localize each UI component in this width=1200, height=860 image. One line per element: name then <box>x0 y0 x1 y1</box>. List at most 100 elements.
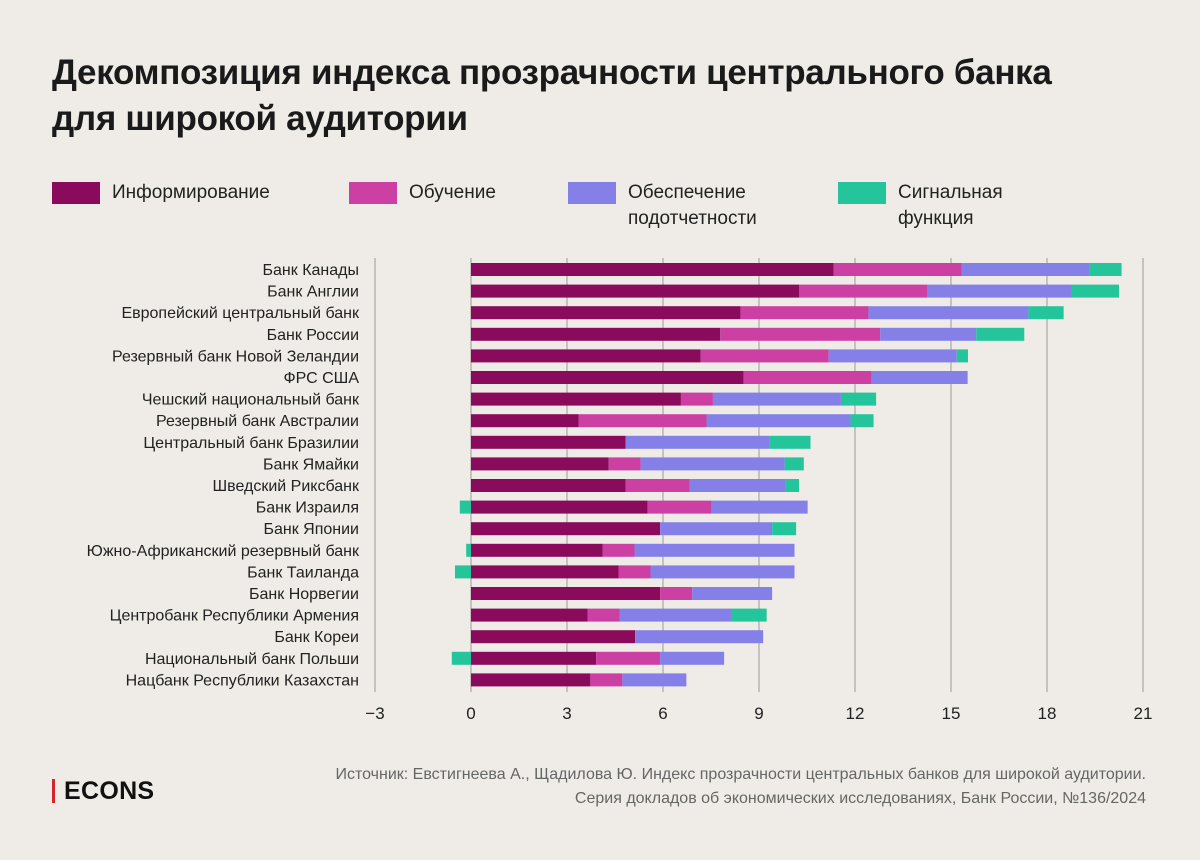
category-label: Шведский Риксбанк <box>212 478 360 495</box>
bar-acc-нацбанк-республики-казахстан <box>622 673 687 687</box>
x-axis-tick-labels: −3 0 3 6 9 12 15 18 21 <box>365 704 1152 723</box>
bar-acc-банк-канады <box>961 263 1090 276</box>
category-label: Европейский центральный банк <box>121 305 360 322</box>
category-label: Нацбанк Республики Казахстан <box>126 672 359 689</box>
bar-sig-банк-таиланда <box>455 565 471 579</box>
legend-label-sig: Сигнальная функция <box>898 182 1003 229</box>
bar-sig-банк-израиля <box>459 500 471 514</box>
category-label: Банк Израиля <box>256 500 359 517</box>
bar-inform-чешский-национальный-банк <box>471 392 681 406</box>
legend-swatch-sig <box>838 182 886 204</box>
bar-inform-европейский-центральный-банк <box>471 306 741 320</box>
chart-title-line-1: Декомпозиция индекса прозрачности центра… <box>52 53 1052 92</box>
bar-edu-банк-россии <box>720 327 881 341</box>
bar-inform-банк-канады <box>471 263 834 276</box>
category-label: Национальный банк Польши <box>145 651 359 668</box>
bar-edu-европейский-центральный-банк <box>740 306 869 320</box>
category-label: Банк Таиланда <box>247 564 359 581</box>
bar-inform-банк-японии <box>471 522 661 536</box>
category-label: Центральный банк Бразилии <box>143 435 359 452</box>
bar-inform-резервный-банк-австралии <box>471 414 579 428</box>
bar-acc-национальный-банк-польши <box>660 651 725 665</box>
bar-inform-банк-израиля <box>471 500 648 514</box>
bar-sig-южно-африканский-резервный-банк <box>466 543 471 557</box>
bar-inform-банк-ямайки <box>471 457 609 471</box>
bar-inform-национальный-банк-польши <box>471 651 597 665</box>
category-label: Резервный банк Австралии <box>156 413 359 430</box>
x-tick-label: 3 <box>562 704 571 723</box>
category-label: Банк Кореи <box>274 629 359 646</box>
legend-label-inform: Информирование <box>112 182 270 203</box>
category-label: Банк Канады <box>263 262 359 279</box>
bar-edu-центробанк-республики-армения <box>587 608 620 622</box>
bar-sig-центробанк-республики-армения <box>731 608 767 622</box>
bar-inform-шведский-риксбанк <box>471 479 626 492</box>
bar-acc-банк-англии <box>927 284 1071 298</box>
bar-edu-банк-канады <box>833 263 962 276</box>
x-tick-label: 6 <box>658 704 667 723</box>
bar-sig-банк-англии <box>1071 284 1119 298</box>
bar-sig-европейский-центральный-банк <box>1028 306 1064 320</box>
bar-sig-банк-россии <box>976 327 1025 341</box>
bar-sig-банк-канады <box>1089 263 1122 276</box>
bar-acc-чешский-национальный-банк <box>712 392 841 406</box>
x-tick-label: 21 <box>1134 704 1153 723</box>
x-tick-label: 15 <box>942 704 961 723</box>
bar-inform-центральный-банк-бразилии <box>471 435 626 449</box>
bar-acc-банк-ямайки <box>640 457 785 471</box>
bar-acc-центробанк-республики-армения <box>619 608 732 622</box>
bar-inform-центробанк-республики-армения <box>471 608 588 622</box>
x-tick-label: 0 <box>466 704 475 723</box>
bar-acc-банк-таиланда <box>650 565 795 579</box>
category-label: Центробанк Республики Армения <box>110 608 359 625</box>
bar-sig-центральный-банк-бразилии <box>769 435 811 449</box>
bar-inform-банк-таиланда <box>471 565 619 579</box>
bar-edu-банк-таиланда <box>618 565 651 579</box>
bar-edu-шведский-риксбанк <box>625 479 690 492</box>
bar-acc-резервный-банк-австралии <box>706 414 851 428</box>
bar-inform-банк-норвегии <box>471 587 661 600</box>
bar-edu-банк-норвегии <box>660 587 693 600</box>
x-tick-label: 9 <box>754 704 763 723</box>
bar-inform-фрс-сша <box>471 371 744 384</box>
x-tick-label: 12 <box>846 704 865 723</box>
bar-acc-банк-россии <box>880 327 977 341</box>
source-line-2: Серия докладов об экономических исследов… <box>574 790 1146 807</box>
bar-acc-южно-африканский-резервный-банк <box>634 543 795 557</box>
source-line-1: Источник: Евстигнеева А., Щадилова Ю. Ин… <box>335 766 1146 783</box>
bar-sig-банк-японии <box>772 522 797 536</box>
bar-acc-банк-норвегии <box>692 587 773 600</box>
bar-edu-банк-ямайки <box>608 457 641 471</box>
category-label: Банк Англии <box>267 284 359 301</box>
bar-acc-резервный-банк-новой-зеландии <box>828 349 957 363</box>
x-tick-label: −3 <box>365 704 384 723</box>
bar-inform-нацбанк-республики-казахстан <box>471 673 591 687</box>
brand-logo-text: ECONS <box>64 777 155 805</box>
chart-title-line-2: для широкой аудитории <box>52 99 468 138</box>
category-label: Банк Норвегии <box>249 586 359 603</box>
bar-edu-национальный-банк-польши <box>596 651 661 665</box>
bar-sig-шведский-риксбанк <box>785 479 799 492</box>
legend-swatch-acc <box>568 182 616 204</box>
bar-inform-южно-африканский-резервный-банк <box>471 543 603 557</box>
category-label: Чешский национальный банк <box>142 392 360 409</box>
bar-edu-южно-африканский-резервный-банк <box>602 543 635 557</box>
bar-acc-фрс-сша <box>871 371 968 384</box>
bar-acc-банк-израиля <box>711 500 808 514</box>
bar-edu-резервный-банк-австралии <box>578 414 707 428</box>
bar-edu-фрс-сша <box>743 371 872 384</box>
category-label: Банк Ямайки <box>263 456 359 473</box>
bar-edu-банк-англии <box>799 284 927 298</box>
bar-edu-резервный-банк-новой-зеландии <box>700 349 829 363</box>
grid-lines <box>374 258 1144 692</box>
bar-acc-банк-японии <box>660 522 773 536</box>
bar-acc-банк-кореи <box>635 630 764 644</box>
source-note: Источник: Евстигнеева А., Щадилова Ю. Ин… <box>335 763 1146 811</box>
bar-sig-национальный-банк-польши <box>451 651 471 665</box>
legend: Информирование Обучение Обеспечение подо… <box>0 180 1200 240</box>
legend-swatch-inform <box>52 182 100 204</box>
bar-sig-банк-ямайки <box>784 457 804 471</box>
category-labels: Банк Канады Банк Англии Европейский центра… <box>87 262 360 689</box>
x-tick-label: 18 <box>1038 704 1057 723</box>
bars <box>451 263 1122 687</box>
